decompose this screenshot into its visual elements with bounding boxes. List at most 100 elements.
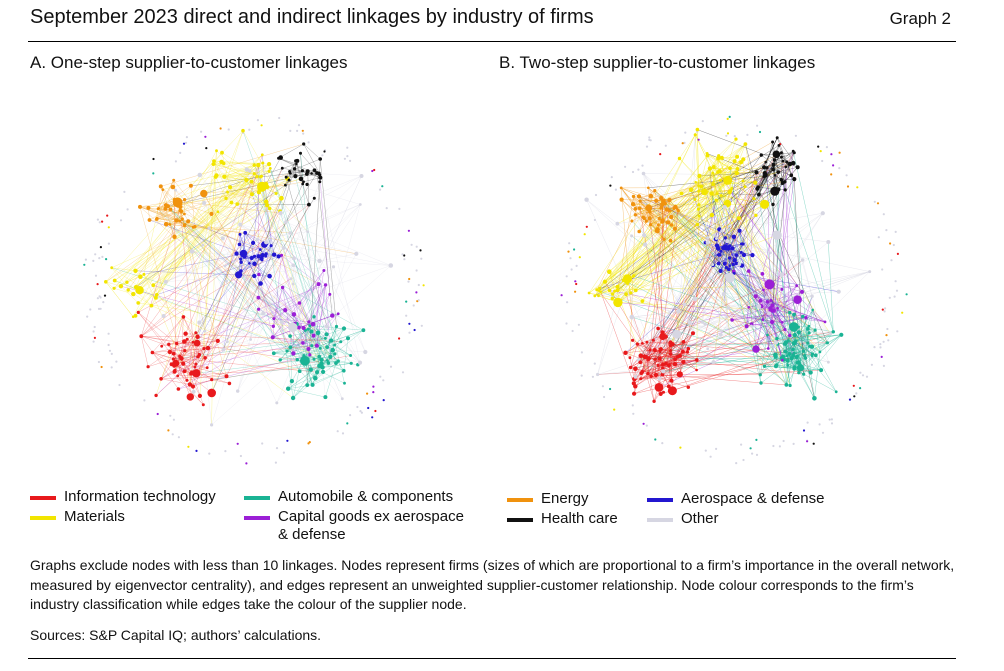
network-edge — [305, 330, 326, 339]
network-node — [771, 308, 776, 313]
network-node — [107, 343, 110, 347]
network-node — [310, 321, 316, 327]
network-node — [797, 361, 802, 366]
network-node — [252, 254, 257, 258]
network-edge — [785, 325, 810, 343]
network-edge — [260, 198, 315, 284]
network-node — [622, 274, 632, 284]
network-node — [575, 282, 578, 286]
network-edge — [742, 171, 779, 182]
network-node — [267, 169, 271, 173]
network-node — [328, 354, 333, 359]
network-edge — [285, 309, 318, 346]
network-node — [643, 355, 647, 360]
network-node — [764, 295, 769, 299]
network-node — [771, 167, 775, 172]
network-node — [659, 153, 662, 156]
network-node — [133, 268, 138, 273]
network-node — [879, 346, 882, 349]
network-edge — [776, 137, 788, 162]
network-node — [831, 330, 835, 334]
network-edge — [177, 363, 197, 377]
network-node — [336, 312, 340, 316]
network-edge — [278, 143, 304, 159]
network-edge — [143, 253, 244, 275]
network-node — [883, 310, 886, 313]
network-edge — [185, 333, 341, 342]
network-node — [728, 264, 731, 267]
network-edge — [308, 328, 331, 358]
network-node — [291, 312, 297, 317]
network-edge — [203, 163, 270, 194]
network-edge — [657, 229, 839, 292]
network-edge — [203, 202, 274, 338]
network-node — [257, 272, 261, 277]
network-edge — [196, 262, 242, 344]
network-node — [293, 174, 298, 179]
network-node — [343, 157, 346, 160]
network-edge — [716, 230, 722, 239]
network-node — [668, 352, 673, 356]
network-node — [186, 393, 194, 401]
network-edge — [240, 224, 284, 249]
network-node — [792, 351, 796, 355]
network-edge — [213, 160, 361, 363]
network-edge — [316, 284, 326, 346]
network-node — [334, 324, 339, 329]
network-node — [110, 266, 114, 270]
network-node — [219, 159, 224, 165]
network-node — [381, 185, 384, 188]
network-node — [200, 189, 208, 198]
network-edge — [260, 245, 272, 284]
network-edge — [319, 158, 337, 327]
network-edge — [216, 175, 247, 181]
network-edge — [644, 244, 677, 335]
network-edge — [237, 203, 309, 205]
network-node — [741, 157, 746, 162]
network-edge — [158, 208, 185, 215]
network-node — [312, 315, 316, 319]
network-node — [785, 358, 790, 363]
network-node — [308, 441, 311, 444]
network-edge — [292, 327, 313, 385]
network-node — [603, 395, 606, 399]
network-edge — [263, 313, 282, 323]
network-node — [260, 252, 265, 258]
network-edge — [190, 170, 308, 187]
network-edge — [637, 259, 803, 361]
network-node — [807, 324, 811, 328]
network-edge — [171, 332, 196, 365]
network-node — [731, 234, 737, 239]
network-node — [681, 360, 686, 364]
network-node — [759, 381, 763, 385]
network-edge — [696, 191, 700, 371]
network-node — [642, 242, 648, 247]
network-edge — [215, 176, 227, 199]
network-nodes — [83, 116, 425, 465]
network-edge — [298, 284, 326, 328]
network-node — [302, 180, 305, 184]
network-node — [633, 366, 638, 372]
network-node — [884, 307, 887, 310]
network-edge — [183, 316, 206, 359]
network-node — [172, 369, 177, 374]
network-node — [730, 318, 734, 322]
network-edge — [307, 370, 344, 386]
network-node — [821, 431, 825, 434]
network-node — [585, 225, 588, 228]
network-edge — [319, 356, 352, 364]
network-node — [750, 253, 755, 258]
network-node — [800, 289, 804, 294]
top-divider — [28, 41, 956, 42]
network-node — [705, 240, 710, 245]
network-node — [349, 159, 352, 162]
network-node — [112, 286, 116, 290]
network-node — [181, 315, 186, 319]
network-node — [321, 154, 324, 157]
network-edge — [617, 302, 772, 311]
network-node — [274, 192, 278, 195]
network-node — [249, 179, 254, 184]
network-node — [239, 257, 243, 261]
network-node — [728, 115, 731, 118]
network-node — [97, 360, 100, 364]
